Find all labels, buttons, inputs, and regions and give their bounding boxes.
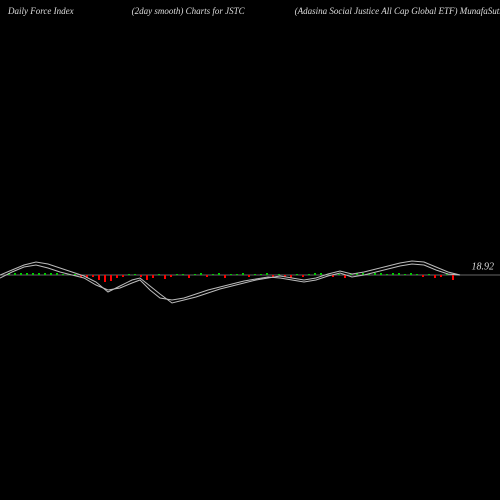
- price-value-label: 18.92: [472, 262, 495, 273]
- force-index-chart: [0, 0, 500, 500]
